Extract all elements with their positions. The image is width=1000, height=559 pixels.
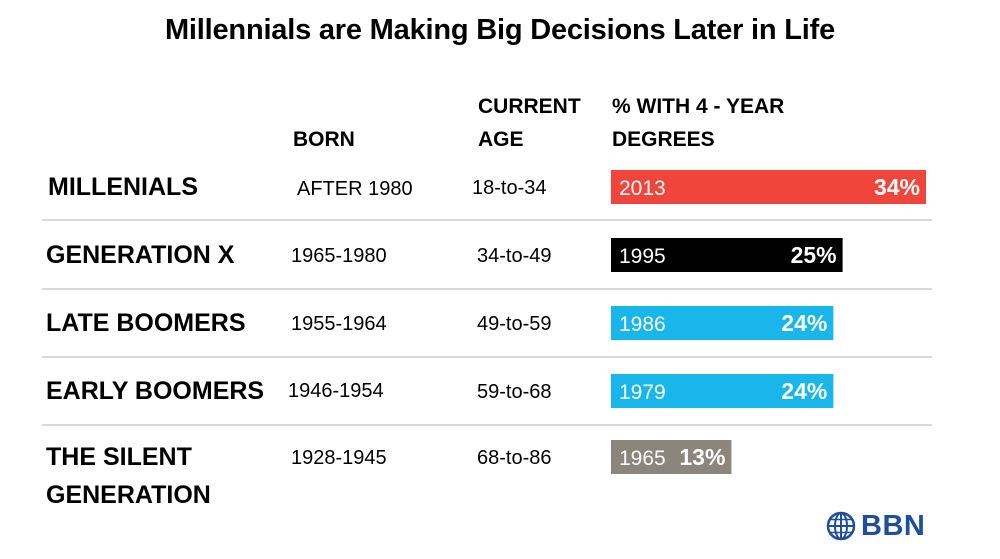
born-value: 1928-1945	[291, 447, 387, 469]
born-value: AFTER 1980	[297, 178, 413, 200]
header-current-age: CURRENT AGE	[478, 90, 581, 156]
generation-label-line1: THE SILENT	[46, 443, 192, 471]
bar-year-label: 1979	[619, 381, 666, 404]
row-divider	[42, 288, 932, 290]
row-divider	[42, 219, 932, 221]
born-value: 1965-1980	[291, 245, 387, 267]
born-value: 1955-1964	[291, 313, 387, 335]
age-value: 49-to-59	[477, 313, 552, 335]
generation-label: MILLENIALS	[48, 173, 198, 201]
generation-label: EARLY BOOMERS	[46, 377, 265, 405]
chart-title: Millennials are Making Big Decisions Lat…	[164, 14, 836, 46]
age-value: 34-to-49	[477, 245, 552, 267]
header-degrees-line1: % WITH 4 - YEAR	[612, 95, 785, 118]
bar-year-label: 1995	[619, 245, 666, 268]
bar-year-label: 1965	[619, 447, 666, 470]
header-born: BORN	[293, 123, 355, 156]
bar-value-label: 13%	[679, 444, 725, 470]
logo-text: BBN	[861, 509, 926, 542]
age-value: 18-to-34	[472, 177, 547, 199]
row-divider	[42, 424, 932, 426]
degree-bar	[611, 306, 834, 340]
age-value: 59-to-68	[477, 381, 552, 403]
header-born-label: BORN	[293, 128, 355, 151]
header-degrees-line2: DEGREES	[612, 128, 715, 151]
bbn-logo: BBN	[826, 508, 925, 544]
bar-value-label: 34%	[874, 174, 920, 200]
row-divider	[42, 356, 932, 358]
degree-bar	[611, 238, 843, 272]
born-value: 1946-1954	[288, 380, 384, 402]
header-age-line2: AGE	[478, 128, 524, 151]
generation-label: LATE BOOMERS	[46, 309, 246, 337]
header-age-line1: CURRENT	[478, 95, 581, 118]
bar-year-label: 1986	[619, 313, 666, 336]
degree-bar	[611, 440, 732, 474]
generation-label-line2: GENERATION	[46, 481, 211, 509]
bar-value-label: 25%	[791, 242, 837, 268]
degree-bar	[611, 170, 926, 204]
degree-bar	[611, 374, 834, 408]
bar-year-label: 2013	[619, 177, 666, 200]
generation-label: GENERATION X	[46, 241, 235, 269]
header-degrees: % WITH 4 - YEAR DEGREES	[612, 90, 784, 156]
globe-icon	[826, 511, 856, 541]
bar-value-label: 24%	[781, 310, 827, 336]
age-value: 68-to-86	[477, 447, 552, 469]
bar-value-label: 24%	[781, 378, 827, 404]
generation-label: THE SILENT GENERATION	[46, 438, 286, 514]
